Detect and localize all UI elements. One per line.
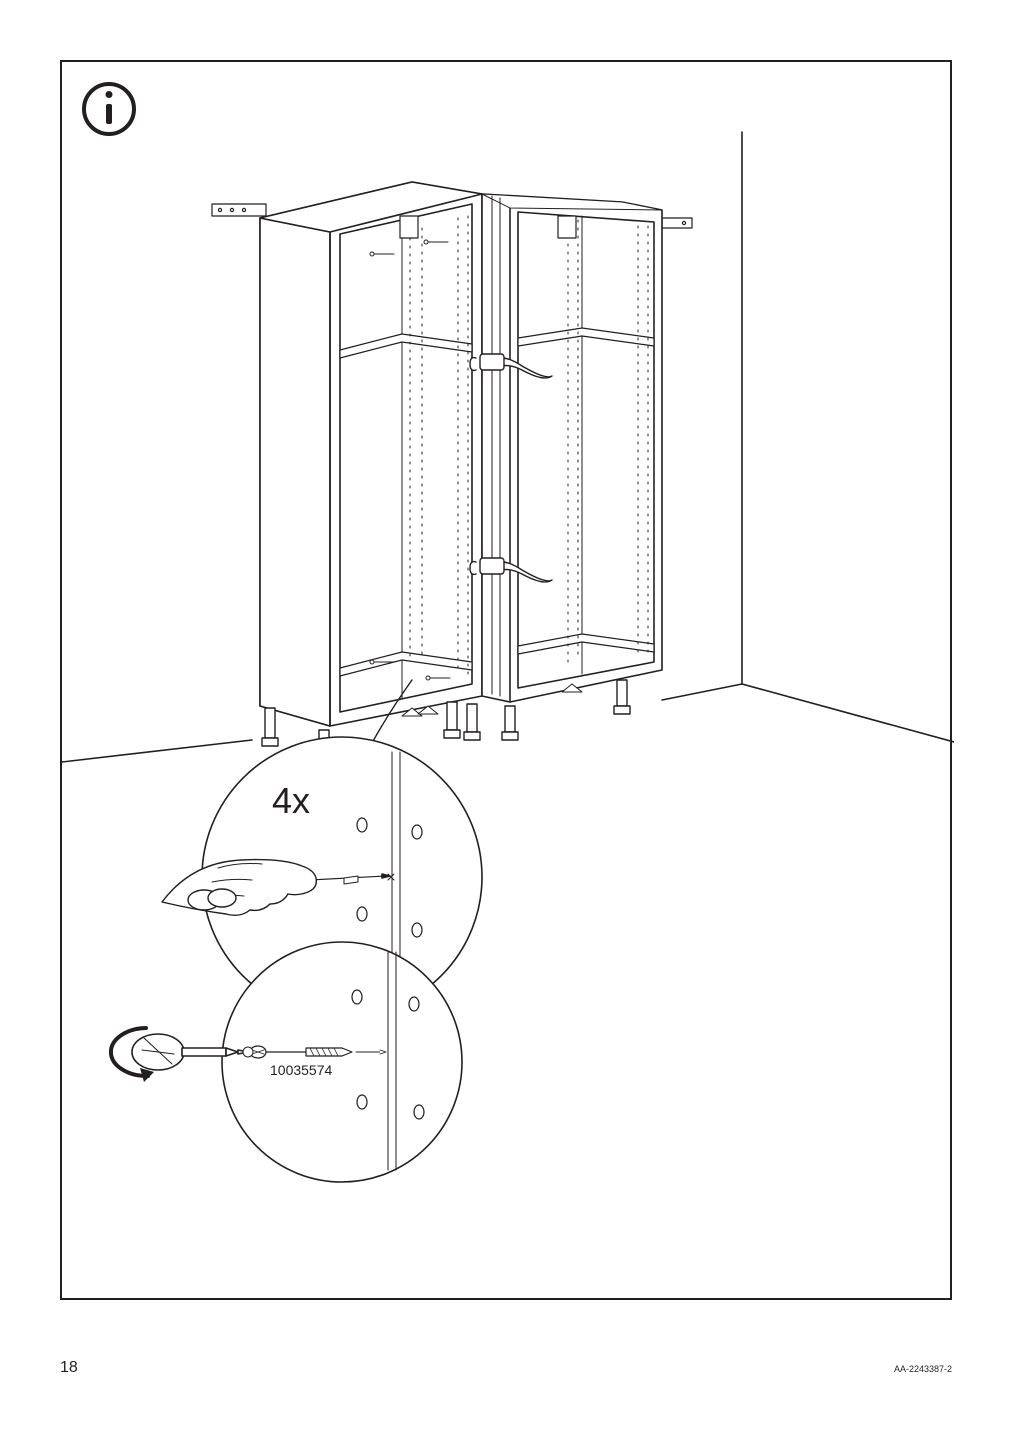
- part-number-label: 10035574: [270, 1062, 332, 1078]
- quantity-label: 4x: [272, 780, 310, 822]
- document-id: AA-2243387-2: [894, 1364, 952, 1374]
- page-frame: 4x 10035574: [60, 60, 952, 1300]
- assembly-diagram: [62, 62, 954, 1302]
- page-number: 18: [60, 1359, 78, 1377]
